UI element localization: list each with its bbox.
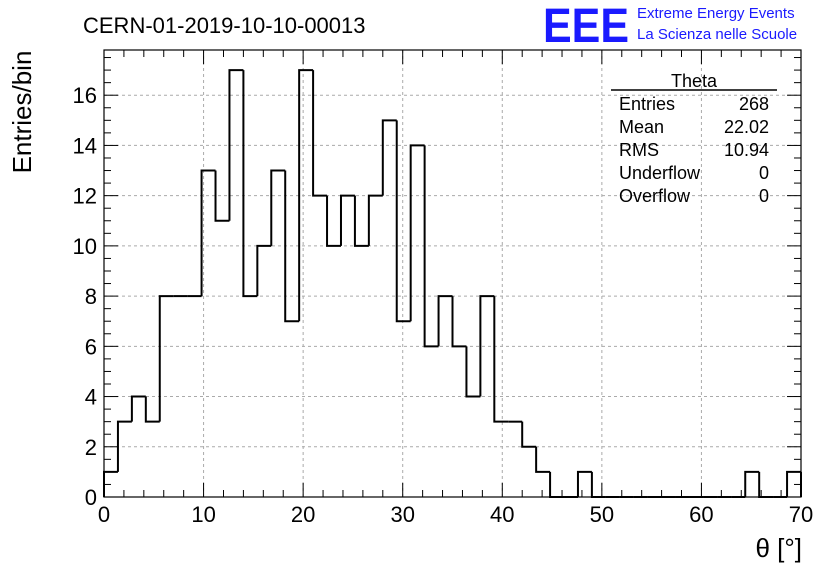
stats-label-underflow: Underflow xyxy=(619,163,701,183)
grid-lines xyxy=(104,50,801,497)
x-tick-label: 10 xyxy=(191,502,215,527)
y-tick-label: 0 xyxy=(85,485,97,510)
histogram-bin xyxy=(423,145,439,348)
histogram-bin xyxy=(437,295,453,347)
stats-label-overflow: Overflow xyxy=(619,186,691,206)
histogram-bin xyxy=(465,346,481,398)
logo-line-2: La Scienza nelle Scuole xyxy=(637,26,797,43)
y-tick-label: 16 xyxy=(73,83,97,108)
stats-value-rms: 10.94 xyxy=(724,140,769,160)
histogram-bin xyxy=(242,70,258,298)
eee-logo-mark: EEE xyxy=(543,0,629,53)
stats-label-entries: Entries xyxy=(619,94,675,114)
y-tick-label: 8 xyxy=(85,284,97,309)
histogram-bin xyxy=(312,70,328,197)
histogram-bin xyxy=(479,295,495,397)
histogram-bin xyxy=(590,471,606,498)
histogram-series xyxy=(103,69,802,498)
histogram-bin xyxy=(256,244,272,297)
stats-title: Theta xyxy=(671,71,718,91)
y-axis-title: Entries/bin xyxy=(7,51,37,174)
y-tick-label: 2 xyxy=(85,435,97,460)
histogram-bin xyxy=(298,69,314,322)
plot-frame xyxy=(103,49,802,498)
histogram-bin xyxy=(228,69,244,221)
histogram-bin xyxy=(130,395,146,422)
x-tick-label: 40 xyxy=(490,502,514,527)
x-tick-label: 30 xyxy=(390,502,414,527)
histogram-bin xyxy=(214,170,230,222)
tick-labels: 0 10 20 30 40 50 60 70 0 2 4 6 8 10 12 14 16 xyxy=(73,83,814,527)
histogram-bin xyxy=(326,195,341,247)
histogram-bin xyxy=(493,296,509,423)
y-tick-label: 12 xyxy=(73,184,97,209)
histogram-bin xyxy=(451,296,467,348)
histogram-bin xyxy=(367,194,383,246)
histogram-bin xyxy=(395,120,411,323)
histogram-bin xyxy=(744,470,760,497)
axis-ticks xyxy=(103,50,802,498)
stats-value-entries: 268 xyxy=(739,94,769,114)
y-tick-label: 6 xyxy=(85,334,97,359)
chart-title: CERN-01-2019-10-10-00013 xyxy=(83,13,366,38)
x-tick-label: 0 xyxy=(98,502,110,527)
histogram-bin xyxy=(576,470,592,497)
histogram-bin xyxy=(284,170,300,323)
y-tick-label: 4 xyxy=(85,385,97,410)
histogram-bin xyxy=(200,169,216,297)
histogram-bin xyxy=(158,295,174,422)
stats-label-mean: Mean xyxy=(619,117,664,137)
y-tick-label: 10 xyxy=(73,234,97,259)
histogram-bin xyxy=(353,195,369,247)
x-tick-label: 20 xyxy=(291,502,315,527)
histogram-bin xyxy=(144,396,160,423)
histogram-bin xyxy=(116,420,132,472)
stats-label-rms: RMS xyxy=(619,140,659,160)
stats-value-overflow: 0 xyxy=(759,186,769,206)
histogram-bin xyxy=(381,119,397,196)
stats-value-mean: 22.02 xyxy=(724,117,769,137)
statistics-box: Theta Entries 268 Mean 22.02 RMS 10.94 U… xyxy=(611,71,777,206)
histogram-bin xyxy=(339,194,355,246)
histogram-bin xyxy=(521,421,537,448)
histogram-bin xyxy=(535,446,551,473)
histogram-bin xyxy=(270,169,286,246)
y-tick-label: 14 xyxy=(73,133,97,158)
stats-value-underflow: 0 xyxy=(759,163,769,183)
logo-line-1: Extreme Energy Events xyxy=(637,5,795,22)
x-tick-label: 50 xyxy=(590,502,614,527)
x-tick-label: 70 xyxy=(789,502,813,527)
histogram-bin xyxy=(409,144,425,322)
x-axis-title: θ [°] xyxy=(755,533,802,563)
x-tick-label: 60 xyxy=(689,502,713,527)
